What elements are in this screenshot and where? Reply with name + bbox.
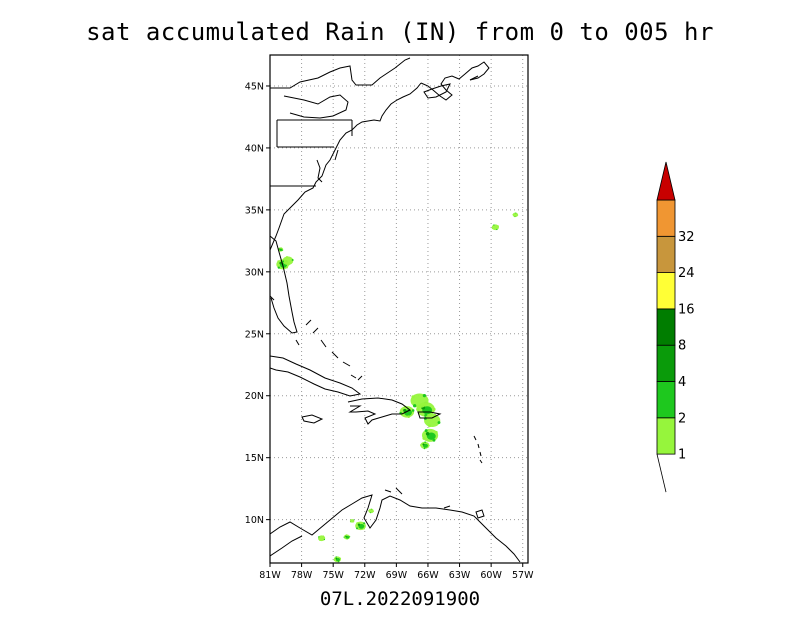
antilles-2 bbox=[477, 443, 480, 449]
rain-cell bbox=[512, 212, 519, 218]
rain-cell bbox=[368, 508, 374, 514]
antilles-1 bbox=[473, 435, 477, 441]
lon-tick-label: 66W bbox=[417, 570, 439, 581]
chesapeake bbox=[316, 159, 323, 183]
map-title: sat accumulated Rain (IN) from 0 to 005 … bbox=[86, 18, 714, 46]
rain-cell bbox=[349, 519, 355, 523]
hispaniola bbox=[347, 397, 411, 425]
central-america bbox=[270, 535, 303, 557]
rain-cell bbox=[419, 441, 430, 450]
rain-cell bbox=[333, 556, 342, 563]
lat-tick-label: 10N bbox=[245, 515, 264, 526]
lon-tick-label: 75W bbox=[322, 570, 344, 581]
lon-tick-label: 81W bbox=[259, 570, 281, 581]
lat-tick-label: 35N bbox=[245, 205, 264, 216]
gulf-coastline bbox=[270, 295, 275, 301]
rain-cell bbox=[343, 534, 351, 540]
lat-tick-label: 25N bbox=[245, 329, 264, 340]
abc-islands bbox=[384, 489, 392, 493]
lon-tick-label: 57W bbox=[512, 570, 534, 581]
lake-area bbox=[283, 94, 349, 119]
rain-cell bbox=[355, 521, 366, 531]
colorbar-swatch bbox=[656, 344, 676, 382]
colorbar-level-label: 4 bbox=[678, 375, 686, 390]
bahamas-4 bbox=[331, 351, 339, 359]
map-frame bbox=[269, 54, 529, 564]
puerto-rico bbox=[417, 411, 442, 419]
colorbar-swatch bbox=[656, 308, 676, 346]
bahamas-3 bbox=[320, 339, 327, 348]
us-canada-border bbox=[270, 57, 411, 89]
lat-tick-label: 15N bbox=[245, 453, 264, 464]
lon-tick-label: 63W bbox=[449, 570, 471, 581]
lon-tick-label: 69W bbox=[386, 570, 408, 581]
margarita bbox=[443, 505, 451, 509]
colorbar-max-triangle bbox=[656, 161, 676, 201]
colorbar-level-label: 32 bbox=[678, 230, 695, 245]
coastlines bbox=[270, 57, 521, 563]
bahamas-2 bbox=[312, 327, 319, 334]
maritimes-coastline bbox=[420, 61, 490, 101]
cuba bbox=[270, 355, 362, 397]
bahamas-1 bbox=[305, 319, 312, 326]
lon-tick-label: 60W bbox=[480, 570, 502, 581]
state-line-6 bbox=[334, 149, 339, 161]
colorbar-level-label: 8 bbox=[678, 339, 686, 354]
rain-cell bbox=[282, 255, 294, 266]
antilles-3 bbox=[479, 451, 482, 457]
colorbar-min-edge bbox=[656, 454, 667, 493]
lat-tick-label: 40N bbox=[245, 143, 264, 154]
south-america-coast bbox=[270, 494, 521, 563]
axis-labels: 81W 78W 75W 72W 69W 66W 63W 60W 57W 10N 15N 20N 25N 3… bbox=[245, 81, 534, 581]
colorbar-level-label: 16 bbox=[678, 302, 695, 317]
paraguana bbox=[395, 487, 403, 495]
bahamas-8 bbox=[357, 375, 363, 381]
rain-cell bbox=[318, 535, 326, 542]
colorbar-level-label: 1 bbox=[678, 448, 686, 463]
nova-scotia bbox=[423, 83, 451, 99]
antilles-4 bbox=[479, 459, 483, 464]
colorbar-swatch bbox=[656, 272, 676, 310]
graticule bbox=[270, 55, 528, 563]
colorbar-swatch bbox=[656, 235, 676, 274]
lon-tick-label: 72W bbox=[354, 570, 376, 581]
storm-id-label: 07L.2022091900 bbox=[319, 588, 481, 610]
colorbar-level-label: 24 bbox=[678, 266, 695, 281]
trinidad bbox=[475, 509, 485, 519]
florida-coastline bbox=[270, 235, 298, 334]
rain-cell bbox=[421, 428, 439, 442]
lat-tick-label: 30N bbox=[245, 267, 264, 278]
bahamas-5 bbox=[342, 361, 351, 367]
lat-tick-label: 20N bbox=[245, 391, 264, 402]
colorbar-swatch bbox=[656, 199, 676, 237]
pei bbox=[469, 75, 479, 81]
colorbar-swatch bbox=[656, 417, 676, 455]
lon-tick-label: 78W bbox=[291, 570, 313, 581]
colorbar-level-label: 2 bbox=[678, 411, 686, 426]
rain-cell bbox=[410, 393, 429, 408]
rain-cell bbox=[491, 224, 499, 231]
us-east-coastline bbox=[270, 82, 422, 251]
bahamas-7 bbox=[295, 339, 300, 346]
colorbar-swatch bbox=[656, 381, 676, 419]
lat-tick-label: 45N bbox=[245, 81, 264, 92]
jamaica bbox=[301, 414, 324, 424]
bahamas-6 bbox=[350, 374, 357, 379]
rain-cell bbox=[423, 413, 441, 428]
